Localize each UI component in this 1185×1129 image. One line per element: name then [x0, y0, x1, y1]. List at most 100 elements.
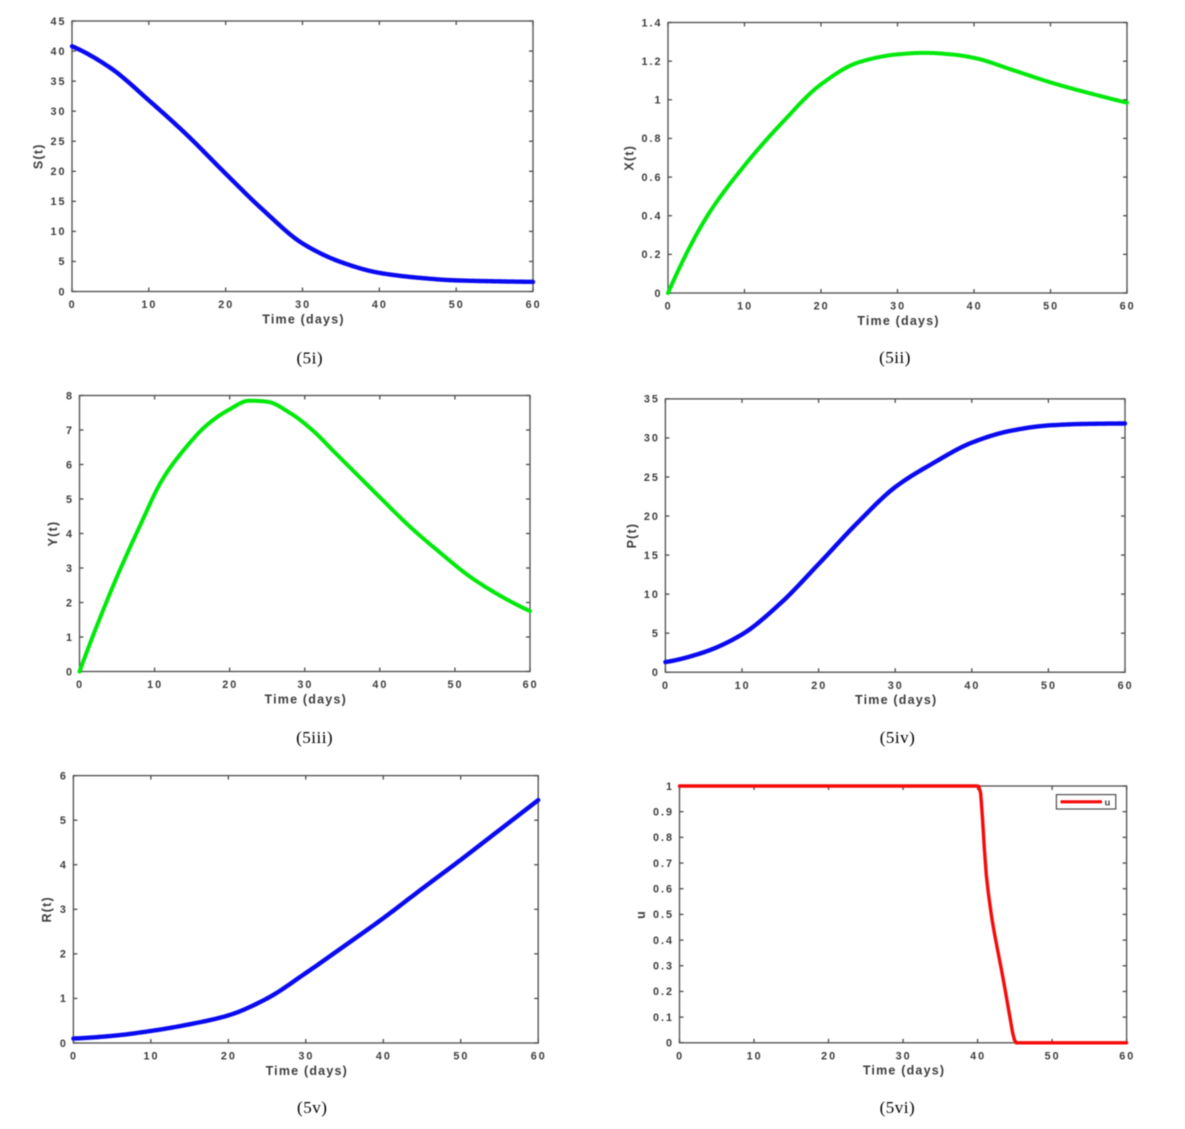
- svg-text:45: 45: [50, 16, 66, 28]
- svg-text:Y(t): Y(t): [46, 521, 60, 547]
- svg-text:30: 30: [50, 106, 66, 118]
- svg-text:0.1: 0.1: [653, 1012, 674, 1024]
- svg-text:40: 40: [964, 680, 980, 692]
- svg-text:1: 1: [654, 95, 662, 107]
- svg-text:40: 40: [970, 1050, 986, 1062]
- svg-text:8: 8: [66, 390, 74, 402]
- svg-text:2: 2: [60, 949, 68, 961]
- svg-text:20: 20: [218, 299, 234, 311]
- svg-text:Time (days): Time (days): [863, 1064, 945, 1078]
- svg-text:4: 4: [60, 860, 68, 872]
- svg-text:0: 0: [652, 667, 660, 679]
- svg-text:(5iv): (5iv): [880, 728, 916, 747]
- svg-text:30: 30: [297, 679, 313, 691]
- svg-text:50: 50: [1041, 680, 1057, 692]
- svg-text:0.8: 0.8: [653, 832, 674, 844]
- svg-text:10: 10: [644, 589, 660, 601]
- svg-text:50: 50: [1045, 1050, 1061, 1062]
- svg-text:R(t): R(t): [40, 896, 54, 922]
- svg-text:40: 40: [50, 46, 66, 58]
- svg-text:P(t): P(t): [625, 523, 639, 549]
- svg-text:20: 20: [221, 1051, 237, 1063]
- svg-text:0.8: 0.8: [641, 133, 662, 145]
- svg-text:15: 15: [644, 550, 660, 562]
- svg-text:5: 5: [58, 256, 66, 268]
- svg-text:40: 40: [372, 679, 388, 691]
- svg-text:60: 60: [526, 299, 542, 311]
- svg-text:25: 25: [644, 472, 660, 484]
- svg-text:30: 30: [295, 299, 311, 311]
- svg-text:60: 60: [1120, 301, 1136, 313]
- svg-text:0: 0: [58, 286, 66, 298]
- svg-text:5: 5: [652, 628, 660, 640]
- svg-text:(5vi): (5vi): [880, 1098, 916, 1117]
- svg-text:10: 10: [737, 301, 753, 313]
- svg-text:20: 20: [222, 679, 238, 691]
- svg-text:0: 0: [66, 666, 74, 678]
- svg-text:10: 10: [747, 1050, 763, 1062]
- svg-text:u: u: [1105, 798, 1111, 809]
- svg-text:30: 30: [298, 1051, 314, 1063]
- svg-text:6: 6: [60, 770, 68, 782]
- svg-text:0.6: 0.6: [653, 884, 674, 896]
- svg-text:0: 0: [676, 1050, 684, 1062]
- svg-text:30: 30: [644, 433, 660, 445]
- svg-text:1: 1: [66, 632, 74, 644]
- svg-text:40: 40: [967, 301, 983, 313]
- svg-text:60: 60: [1118, 680, 1134, 692]
- svg-text:4: 4: [66, 528, 74, 540]
- svg-text:15: 15: [50, 196, 66, 208]
- svg-text:20: 20: [814, 301, 830, 313]
- svg-text:X(t): X(t): [622, 145, 636, 171]
- svg-text:30: 30: [890, 301, 906, 313]
- svg-text:0: 0: [654, 288, 662, 300]
- svg-text:10: 10: [50, 226, 66, 238]
- svg-text:1: 1: [60, 993, 68, 1005]
- svg-text:25: 25: [50, 136, 66, 148]
- svg-text:35: 35: [50, 76, 66, 88]
- svg-text:Time (days): Time (days): [265, 692, 347, 706]
- svg-text:0.4: 0.4: [653, 935, 674, 947]
- svg-text:1.2: 1.2: [641, 56, 662, 68]
- svg-text:0: 0: [69, 299, 77, 311]
- svg-text:5: 5: [60, 815, 68, 827]
- svg-text:60: 60: [531, 1051, 547, 1063]
- svg-text:20: 20: [821, 1050, 837, 1062]
- svg-text:0.7: 0.7: [653, 858, 674, 870]
- svg-text:10: 10: [147, 679, 163, 691]
- svg-text:Time (days): Time (days): [855, 693, 937, 707]
- svg-text:5: 5: [66, 494, 74, 506]
- svg-text:40: 40: [372, 299, 388, 311]
- svg-text:S(t): S(t): [31, 143, 45, 169]
- svg-text:0.9: 0.9: [653, 806, 674, 818]
- svg-text:0.2: 0.2: [653, 986, 674, 998]
- svg-text:35: 35: [644, 394, 660, 406]
- svg-text:30: 30: [896, 1050, 912, 1062]
- svg-text:10: 10: [735, 680, 751, 692]
- svg-text:1.4: 1.4: [641, 17, 662, 29]
- svg-text:50: 50: [1043, 301, 1059, 313]
- svg-text:Time (days): Time (days): [262, 312, 344, 326]
- svg-text:Time (days): Time (days): [266, 1064, 348, 1078]
- svg-text:(5v): (5v): [297, 1098, 327, 1117]
- svg-text:u: u: [634, 910, 648, 919]
- svg-text:2: 2: [66, 597, 74, 609]
- svg-text:0: 0: [665, 301, 673, 313]
- svg-text:3: 3: [66, 563, 74, 575]
- svg-text:20: 20: [50, 166, 66, 178]
- svg-text:0: 0: [60, 1038, 68, 1050]
- svg-text:(5iii): (5iii): [296, 728, 333, 747]
- svg-text:10: 10: [143, 1051, 159, 1063]
- svg-text:3: 3: [60, 904, 68, 916]
- svg-text:0: 0: [70, 1051, 78, 1063]
- svg-text:20: 20: [811, 680, 827, 692]
- svg-text:0: 0: [76, 679, 84, 691]
- svg-text:(5ii): (5ii): [879, 348, 911, 367]
- svg-text:0.2: 0.2: [641, 249, 662, 261]
- svg-text:60: 60: [1119, 1050, 1135, 1062]
- svg-text:0.4: 0.4: [641, 211, 662, 223]
- svg-text:(5i): (5i): [297, 349, 324, 368]
- svg-text:7: 7: [66, 425, 74, 437]
- svg-text:0.5: 0.5: [653, 909, 674, 921]
- svg-text:0: 0: [662, 680, 670, 692]
